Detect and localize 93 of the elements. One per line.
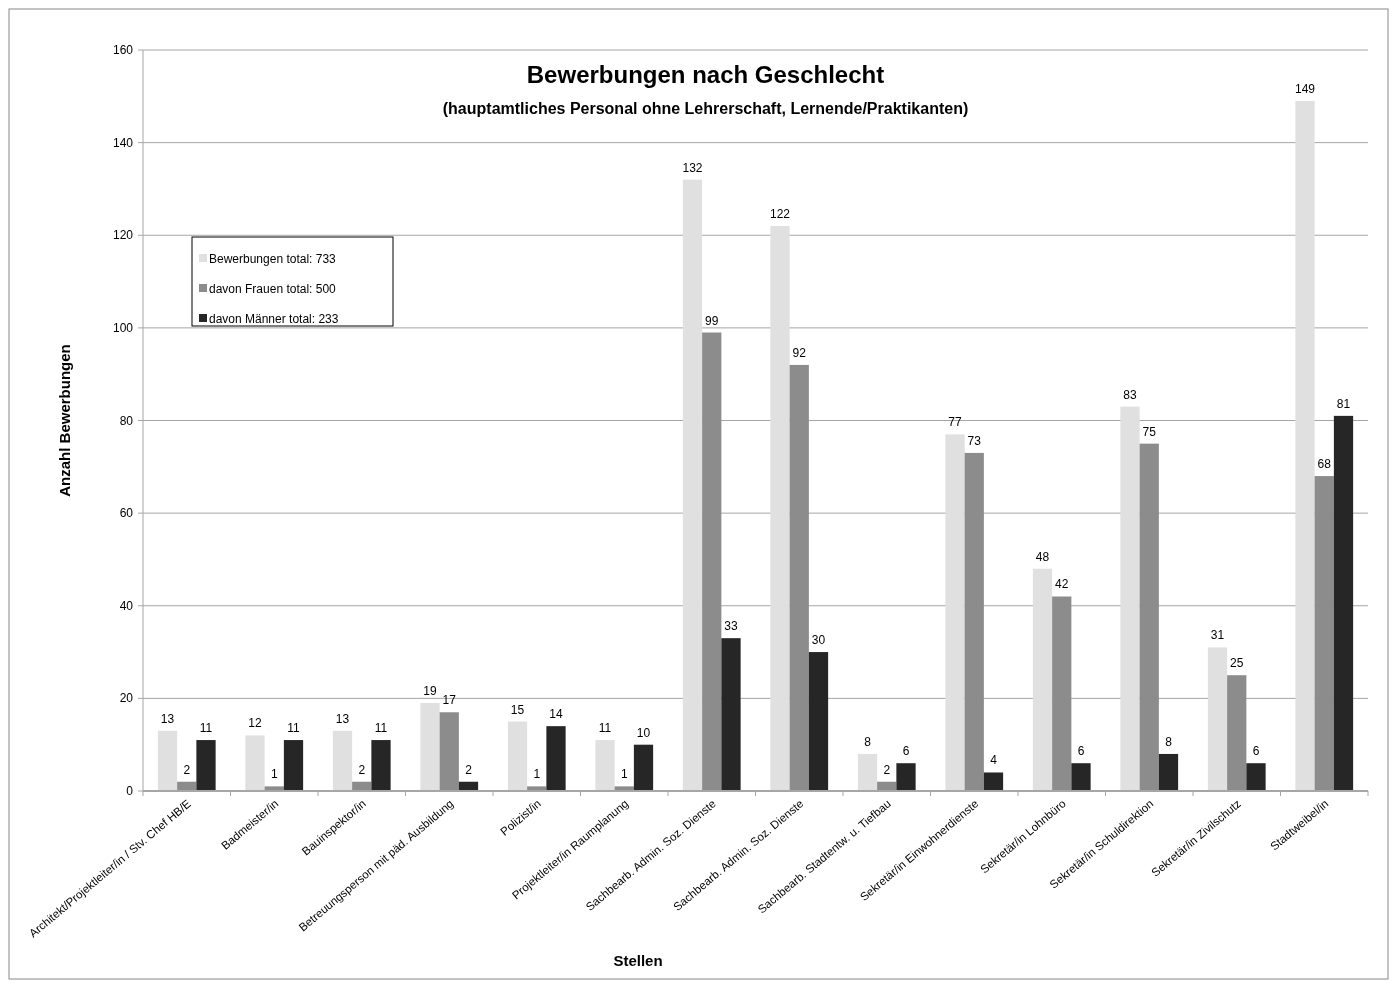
bar [857,753,878,791]
bar [1052,596,1072,791]
bar [770,225,790,791]
bar [1295,100,1315,791]
data-label: 25 [1230,656,1244,671]
bar [945,434,965,791]
bar [789,364,809,791]
bar [682,179,703,791]
bar [1071,763,1091,791]
data-label: 6 [902,744,910,759]
data-label: 8 [864,734,872,749]
bar [1032,568,1053,791]
legend-label: Bewerbungen total: 733 [209,252,337,266]
data-label: 10 [636,725,651,740]
data-label: 48 [1035,549,1050,564]
data-label: 14 [549,707,563,722]
data-label: 99 [705,313,719,328]
y-tick-label: 120 [112,228,134,243]
bar [439,712,459,791]
y-tick-label: 20 [119,691,134,706]
data-label: 132 [682,160,703,175]
data-label: 11 [374,721,388,736]
data-label: 8 [1165,734,1173,749]
bar [1207,647,1228,791]
data-label: 12 [248,716,262,731]
data-label: 1 [620,767,628,782]
data-label: 2 [183,762,191,777]
data-label: 122 [769,206,791,221]
bar [371,740,391,791]
bar [546,726,566,791]
data-label: 68 [1317,457,1332,472]
bar [595,740,615,791]
bar [983,772,1004,791]
data-label: 13 [335,711,350,726]
bar [721,638,741,791]
y-tick-label: 40 [119,598,134,613]
y-tick-label: 140 [112,135,134,150]
bar [1227,675,1247,791]
data-label: 81 [1336,396,1351,411]
text: (hauptamtliches Personal ohne Lehrerschaft, Lernende/Praktikanten) [442,100,969,117]
bar [507,721,528,791]
legend-label: davon Frauen total: 500 [209,282,337,296]
bar [283,740,304,791]
bar [1158,753,1179,791]
bar [332,730,353,791]
y-tick-label: 0 [126,784,134,798]
bar [702,332,722,791]
bar [808,652,829,791]
bar [896,763,916,791]
data-label: 1 [533,767,541,782]
data-label: 11 [598,721,612,736]
data-label: 31 [1210,628,1225,643]
x-axis-title: Stellen [613,952,663,969]
data-label: 92 [792,345,807,360]
data-label: 42 [1055,577,1069,592]
data-label: 15 [510,702,525,717]
bar [196,740,216,791]
y-tick-label: 160 [112,43,134,57]
data-label: 83 [1123,387,1137,402]
bar [1314,476,1334,791]
data-label: 19 [423,684,437,699]
bar [157,730,178,791]
data-label: 4 [990,753,998,768]
data-label: 30 [811,633,826,648]
bar [1139,443,1159,791]
data-label: 13 [160,711,175,726]
data-label: 33 [724,619,738,634]
bar [1246,763,1266,791]
data-label: 11 [287,721,301,736]
legend-label: davon Männer total: 233 [209,312,339,326]
bar [633,744,654,791]
data-label: 2 [465,762,473,777]
data-label: 75 [1142,424,1157,439]
data-label: 73 [967,433,982,448]
bar [1333,415,1354,791]
data-label: 2 [883,762,891,777]
data-label: 17 [442,693,457,708]
data-label: 1 [270,767,278,782]
data-label: 6 [1252,744,1260,759]
data-label: 11 [199,721,213,736]
y-tick-label: 100 [112,320,134,335]
text: Bewerbungen nach Geschlecht [526,61,885,88]
data-label: 77 [948,415,962,430]
bar [245,735,265,791]
bar [420,703,440,791]
data-label: 149 [1294,81,1316,96]
bar [964,452,984,791]
data-label: 6 [1077,744,1085,759]
bar [1120,406,1140,791]
data-label: 2 [358,762,366,777]
y-tick-label: 60 [119,506,134,521]
y-axis-title: Anzahl Bewerbungen [56,344,73,497]
y-tick-label: 80 [119,413,134,428]
